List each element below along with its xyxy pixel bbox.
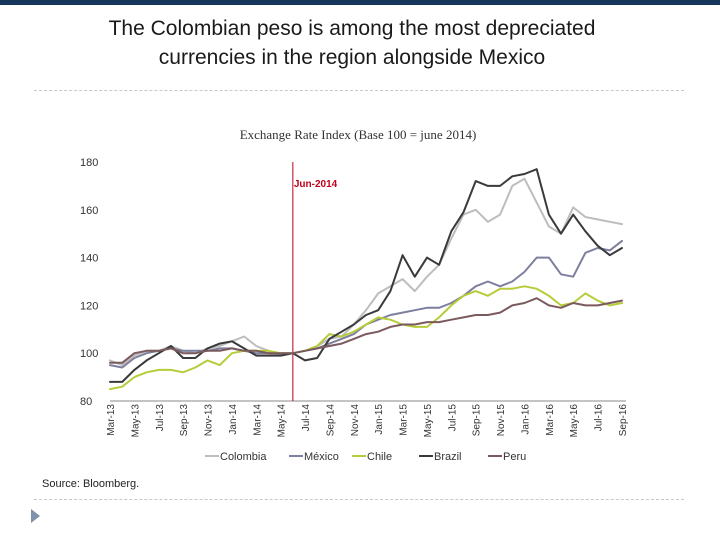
y-tick-label: 80 [80, 396, 92, 408]
y-tick-label: 140 [80, 253, 98, 265]
legend-label-colombia: Colombia [220, 451, 267, 463]
x-tick-label: Mar-14 [252, 404, 263, 436]
x-tick-label: Nov-14 [350, 404, 361, 437]
legend-label-chile: Chile [367, 451, 392, 463]
legend-label-méxico: México [304, 451, 339, 463]
series-line-colombia [109, 177, 623, 367]
legend: Colombia México Chile Brazil Peru [205, 451, 526, 463]
jun-2014-marker: Jun-2014 [292, 162, 338, 401]
chart-title: Exchange Rate Index (Base 100 = june 201… [240, 127, 477, 142]
jun-2014-marker-label: Jun-2014 [294, 179, 338, 190]
x-tick-label: Mar-15 [399, 404, 410, 436]
legend-label-peru: Peru [503, 451, 526, 463]
x-tick-label: Nov-13 [204, 404, 215, 437]
x-tick-label: May-15 [423, 404, 434, 438]
x-tick-label: Jul-15 [447, 404, 458, 432]
x-tick-label: Sep-16 [618, 404, 629, 437]
page-title: The Colombian peso is among the most dep… [40, 14, 664, 72]
series-lines [109, 168, 623, 391]
page-title-line-1: The Colombian peso is among the most dep… [108, 17, 596, 40]
series-line-peru [109, 297, 623, 364]
x-tick-label: Jan-14 [228, 404, 239, 435]
x-axis-labels: Mar-13 May-13 Jul-13 Sep-13 Nov-13 Jan-14 Mar-… [106, 404, 629, 438]
page-title-line-2: currencies in the region alongside Mexic… [158, 46, 546, 69]
slide-corner-marker [31, 509, 40, 523]
x-tick-label: Sep-15 [472, 404, 483, 437]
y-axis-labels: 80 100 120 140 160 180 [80, 157, 98, 408]
y-tick-label: 180 [80, 157, 98, 169]
x-tick-label: May-13 [130, 404, 141, 438]
series-line-brazil [109, 168, 623, 383]
legend-label-brazil: Brazil [434, 451, 462, 463]
x-tick-label: Jan-16 [520, 404, 531, 435]
y-tick-label: 100 [80, 348, 98, 360]
series-line-chile [109, 285, 623, 391]
x-tick-label: Jul-13 [155, 404, 166, 432]
y-tick-label: 160 [80, 205, 98, 217]
title-divider [34, 90, 684, 91]
x-tick-label: May-14 [277, 404, 288, 438]
x-tick-label: Jan-15 [374, 404, 385, 435]
x-tick-label: Mar-13 [106, 404, 117, 436]
x-tick-label: Jul-16 [594, 404, 605, 432]
footer-divider [34, 499, 684, 500]
top-accent-bar [0, 0, 720, 5]
x-tick-label: May-16 [569, 404, 580, 438]
source-note: Source: Bloomberg. [42, 478, 140, 490]
x-tick-label: Nov-15 [496, 404, 507, 437]
x-tick-label: Sep-14 [325, 404, 336, 437]
x-tick-label: Sep-13 [179, 404, 190, 437]
y-tick-label: 120 [80, 300, 98, 312]
x-tick-label: Mar-16 [545, 404, 556, 436]
x-tick-label: Jul-14 [301, 404, 312, 432]
